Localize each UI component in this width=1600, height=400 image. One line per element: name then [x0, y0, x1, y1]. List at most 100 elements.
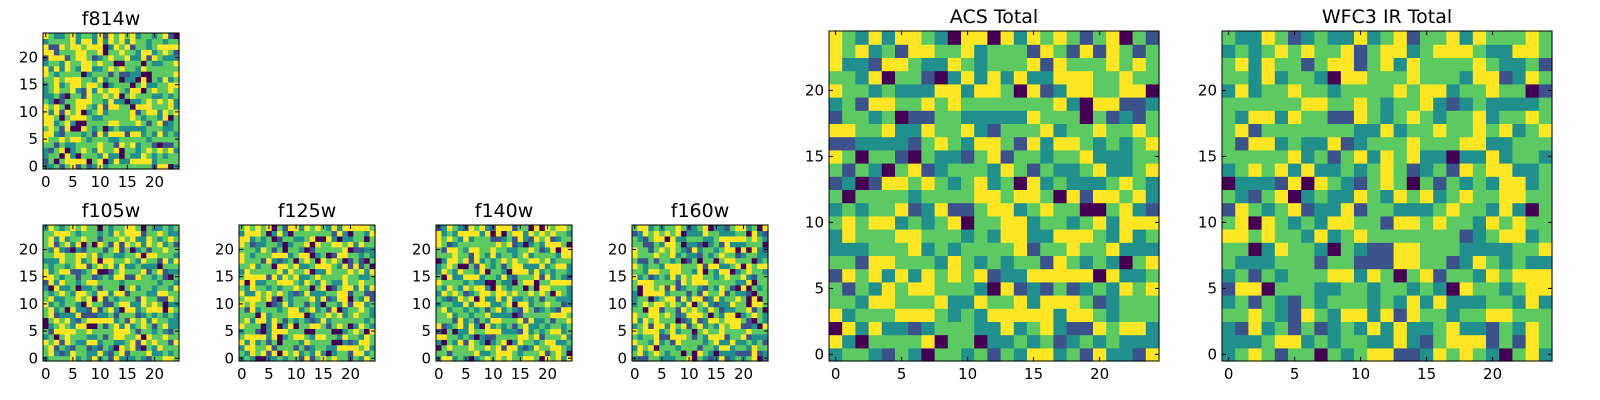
heatmap-cell — [162, 130, 169, 137]
heatmap-cell — [102, 120, 109, 127]
heatmap-cell — [353, 339, 360, 346]
heatmap-cell — [1301, 334, 1315, 349]
heatmap-cell — [642, 295, 649, 302]
x-tick-label: 0 — [831, 365, 841, 383]
heatmap-cell — [648, 295, 655, 302]
heatmap-cell — [271, 230, 278, 237]
heatmap-cell — [463, 306, 470, 313]
heatmap-cell — [555, 263, 562, 270]
heatmap-cell — [1367, 57, 1381, 72]
heatmap-cell — [895, 44, 909, 58]
heatmap-cell — [304, 268, 311, 275]
heatmap-cell — [1314, 110, 1329, 124]
heatmap-cell — [43, 103, 50, 110]
heatmap-cell — [1106, 136, 1120, 151]
heatmap-cell — [119, 103, 126, 110]
heatmap-cell — [566, 279, 573, 286]
heatmap-cell — [637, 241, 644, 248]
heatmap-cell — [59, 120, 66, 127]
heatmap-cell — [86, 284, 93, 291]
heatmap-cell — [1261, 97, 1276, 111]
heatmap-cell — [331, 322, 338, 329]
heatmap-cell — [130, 344, 137, 351]
heatmap-cell — [735, 246, 742, 253]
heatmap-cell — [1406, 57, 1421, 72]
heatmap-cell — [304, 235, 311, 242]
heatmap-cell — [320, 344, 327, 351]
heatmap-cell — [735, 263, 742, 270]
heatmap-cell — [358, 257, 365, 264]
heatmap-cell — [53, 109, 60, 116]
heatmap-cell — [495, 355, 502, 362]
heatmap-cell — [168, 71, 175, 78]
heatmap-cell — [43, 130, 50, 137]
heatmap-cell — [697, 235, 704, 242]
heatmap-cell — [277, 235, 284, 242]
heatmap-cell — [1027, 242, 1041, 256]
heatmap-cell — [746, 312, 753, 319]
heatmap-cell — [868, 295, 883, 309]
heatmap-cell — [1406, 242, 1421, 256]
heatmap-cell — [287, 263, 294, 270]
heatmap-cell — [130, 147, 137, 154]
heatmap-cell — [757, 339, 764, 346]
heatmap-cell — [260, 284, 267, 291]
heatmap-cell — [1261, 229, 1276, 243]
x-tick-label: 5 — [68, 365, 78, 383]
heatmap-cell — [1525, 242, 1540, 256]
heatmap-cell — [140, 163, 147, 170]
heatmap-cell — [249, 328, 256, 335]
heatmap-cell — [108, 344, 115, 351]
heatmap-cell — [446, 339, 453, 346]
heatmap-cell — [287, 333, 294, 340]
heatmap-cell — [277, 322, 284, 329]
heatmap-cell — [1340, 83, 1355, 98]
heatmap-cell — [151, 60, 158, 67]
heatmap-cell — [97, 290, 104, 297]
heatmap-cell — [539, 355, 546, 362]
heatmap-cell — [702, 344, 709, 351]
heatmap-cell — [113, 355, 120, 362]
heatmap-cell — [135, 141, 142, 148]
heatmap-cell — [1222, 149, 1236, 164]
heatmap-cell — [490, 333, 497, 340]
heatmap-cell — [713, 312, 720, 319]
heatmap-cell — [457, 317, 464, 324]
heatmap-cell — [1222, 347, 1236, 362]
heatmap-cell — [479, 284, 486, 291]
heatmap-cell — [369, 333, 376, 340]
x-tick-label: 15 — [1417, 365, 1436, 383]
heatmap-cell — [691, 268, 698, 275]
heatmap-cell — [282, 268, 289, 275]
heatmap-cell — [1235, 189, 1249, 204]
heatmap-cell — [140, 246, 147, 253]
heatmap-cell — [457, 355, 464, 362]
heatmap-cell — [1261, 281, 1276, 296]
heatmap-cell — [146, 246, 153, 253]
heatmap-cell — [441, 339, 448, 346]
heatmap-cell — [1106, 163, 1120, 177]
heatmap-cell — [533, 284, 540, 291]
heatmap-cell — [1027, 308, 1041, 322]
heatmap-cell — [43, 235, 50, 242]
heatmap-cell — [757, 333, 764, 340]
heatmap-cell — [157, 252, 164, 259]
y-tick-label: 10 — [412, 295, 431, 313]
y-tick-label: 15 — [412, 268, 431, 286]
heatmap-cell — [490, 312, 497, 319]
heatmap-cell — [479, 290, 486, 297]
heatmap-cell — [162, 120, 169, 127]
heatmap-cell — [97, 141, 104, 148]
heatmap-cell — [43, 43, 50, 50]
heatmap-cell — [282, 295, 289, 302]
heatmap-cell — [162, 49, 169, 56]
heatmap-cell — [550, 268, 557, 275]
heatmap-cell — [479, 225, 486, 232]
heatmap-cell — [1261, 136, 1276, 151]
heatmap-cell — [1525, 110, 1540, 124]
heatmap-cell — [653, 268, 660, 275]
heatmap-cell — [86, 120, 93, 127]
heatmap-cell — [336, 268, 343, 275]
heatmap-cell — [1079, 295, 1094, 309]
heatmap-cell — [632, 241, 639, 248]
